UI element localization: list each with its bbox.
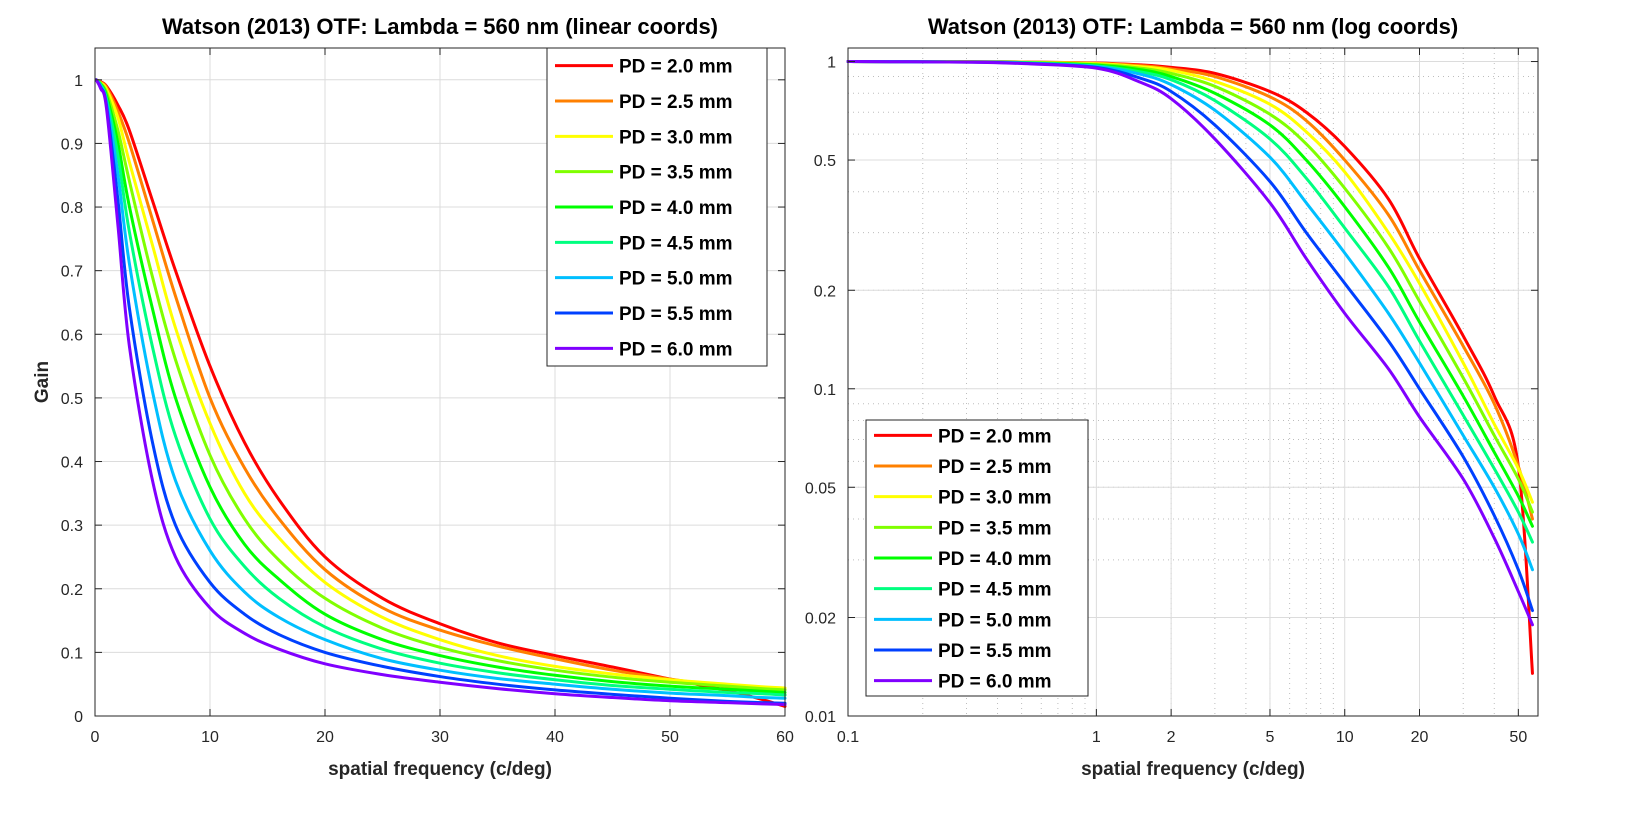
linear-chart-y-tick-label: 0.2 xyxy=(61,582,83,599)
log-chart-y-tick-label: 0.5 xyxy=(814,153,836,170)
log-chart-x-axis-label: spatial frequency (c/deg) xyxy=(1081,759,1305,780)
linear-chart-ticks: 0 10 20 30 40 50 60 0 0.1 0.2 0.3 0.4 0.5 0.6 0.7 0.8 0.… xyxy=(61,48,794,746)
linear-chart-legend-label: PD = 4.0 mm xyxy=(619,198,733,219)
linear-chart-y-tick-label: 0.1 xyxy=(61,645,83,662)
log-chart-axes-box xyxy=(847,47,1539,717)
log-chart-legend-label: PD = 4.0 mm xyxy=(938,549,1052,570)
linear-chart-x-tick-label: 60 xyxy=(776,729,794,746)
linear-chart-y-tick-label: 0 xyxy=(74,709,83,726)
linear-chart-series-line-4 xyxy=(94,78,787,692)
log-chart-y-tick-label: 1 xyxy=(827,55,836,72)
linear-chart-x-tick-label: 20 xyxy=(316,729,334,746)
linear-chart-y-tick-label: 0.4 xyxy=(61,455,83,472)
log-chart-legend-label: PD = 2.0 mm xyxy=(938,426,1052,447)
linear-chart-legend-label: PD = 5.5 mm xyxy=(619,304,733,325)
linear-chart-legend-label: PD = 3.0 mm xyxy=(619,127,733,148)
linear-chart-series-line-8 xyxy=(94,78,787,705)
linear-chart-x-tick-label: 30 xyxy=(431,729,449,746)
linear-chart-series-line-3 xyxy=(94,78,787,690)
linear-chart-title: Watson (2013) OTF: Lambda = 560 nm (line… xyxy=(162,14,718,39)
linear-chart-series-line-6 xyxy=(94,78,787,697)
log-chart-legend-label: PD = 3.5 mm xyxy=(938,518,1052,539)
linear-chart-y-tick-label: 1 xyxy=(74,73,83,90)
linear-chart-series-line-7 xyxy=(94,78,787,700)
log-chart-x-tick-label: 10 xyxy=(1336,729,1354,746)
linear-chart-x-axis-label: spatial frequency (c/deg) xyxy=(328,759,552,780)
linear-chart-y-tick-label: 0.8 xyxy=(61,200,83,217)
log-chart-grid xyxy=(848,48,1538,716)
linear-chart-x-tick-label: 40 xyxy=(546,729,564,746)
log-chart-x-tick-label: 20 xyxy=(1411,729,1429,746)
log-chart-lines xyxy=(846,60,1534,675)
log-chart-x-tick-label: 0.1 xyxy=(837,729,859,746)
linear-chart-x-tick-label: 0 xyxy=(91,729,100,746)
linear-chart-series-line-5 xyxy=(94,78,787,694)
log-chart-title: Watson (2013) OTF: Lambda = 560 nm (log … xyxy=(928,14,1458,39)
linear-chart-y-axis-label: Gain xyxy=(32,361,53,403)
log-chart-x-tick-label: 5 xyxy=(1266,729,1275,746)
log-chart-legend-label: PD = 3.0 mm xyxy=(938,488,1052,509)
log-chart: 0.1 1 2 5 10 20 50 0.01 0.02 0.05 0.1 0.2 0.5 1 Watso… xyxy=(805,14,1539,780)
log-chart-legend-label: PD = 6.0 mm xyxy=(938,672,1052,693)
linear-chart-lines xyxy=(94,78,787,708)
log-chart-y-tick-label: 0.05 xyxy=(805,480,836,497)
linear-chart-x-tick-label: 10 xyxy=(201,729,219,746)
linear-chart-legend-label: PD = 2.0 mm xyxy=(619,57,733,78)
linear-chart-legend-label: PD = 3.5 mm xyxy=(619,163,733,184)
linear-chart: 0 10 20 30 40 50 60 0 0.1 0.2 0.3 0.4 0.5 0.6 0.7 0.8 0.… xyxy=(32,14,794,780)
log-chart-x-tick-label: 50 xyxy=(1509,729,1527,746)
log-chart-series-line-9 xyxy=(846,60,1534,627)
log-chart-legend-label: PD = 4.5 mm xyxy=(938,580,1052,601)
log-chart-y-tick-label: 0.01 xyxy=(805,709,836,726)
linear-chart-x-tick-label: 50 xyxy=(661,729,679,746)
linear-chart-y-tick-label: 0.9 xyxy=(61,136,83,153)
linear-chart-legend-label: PD = 6.0 mm xyxy=(619,339,733,360)
log-chart-legend-label: PD = 2.5 mm xyxy=(938,457,1052,478)
linear-chart-legend-label: PD = 2.5 mm xyxy=(619,92,733,113)
log-chart-y-tick-label: 0.2 xyxy=(814,283,836,300)
log-chart-legend-label: PD = 5.0 mm xyxy=(938,610,1052,631)
linear-chart-y-tick-label: 0.5 xyxy=(61,391,83,408)
log-chart-y-tick-label: 0.02 xyxy=(805,610,836,627)
linear-chart-legend: PD = 2.0 mm PD = 2.5 mm PD = 3.0 mm PD = 3.… xyxy=(546,47,768,367)
linear-chart-y-tick-label: 0.7 xyxy=(61,264,83,281)
log-chart-legend-label: PD = 5.5 mm xyxy=(938,641,1052,662)
log-chart-ticks: 0.1 1 2 5 10 20 50 0.01 0.02 0.05 0.1 0.2 0.5 1 xyxy=(805,48,1538,746)
log-chart-y-tick-label: 0.1 xyxy=(814,382,836,399)
linear-chart-legend-label: PD = 5.0 mm xyxy=(619,269,733,290)
linear-chart-y-tick-label: 0.6 xyxy=(61,327,83,344)
linear-chart-legend-label: PD = 4.5 mm xyxy=(619,233,733,254)
log-chart-x-tick-label: 1 xyxy=(1092,729,1101,746)
linear-chart-y-tick-label: 0.3 xyxy=(61,518,83,535)
log-chart-legend: PD = 2.0 mm PD = 2.5 mm PD = 3.0 mm PD = 3.… xyxy=(865,419,1089,697)
log-chart-x-tick-label: 2 xyxy=(1167,729,1176,746)
linear-chart-series-line-9 xyxy=(94,78,787,707)
